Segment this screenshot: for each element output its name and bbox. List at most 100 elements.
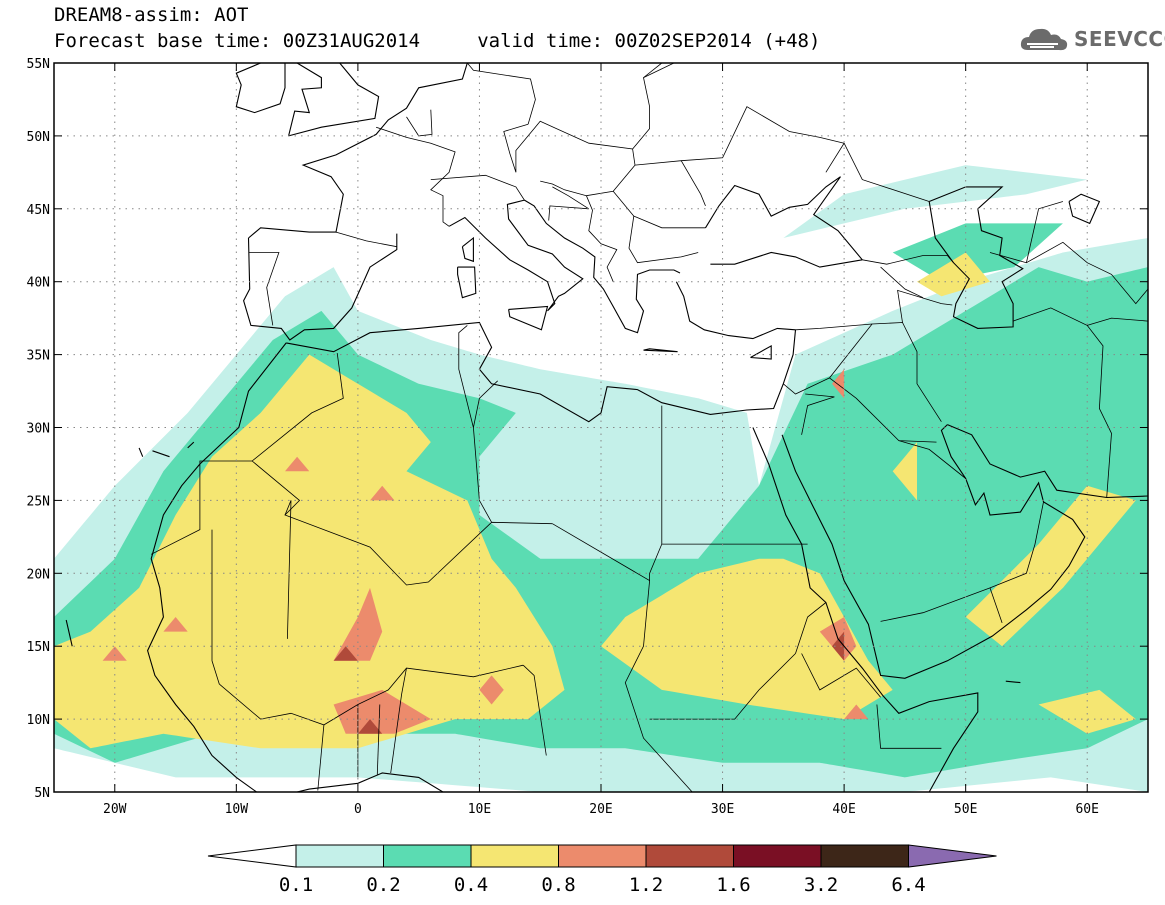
coastline-4 [947,424,1148,499]
border-39 [634,160,706,207]
coastline-12 [928,186,1024,329]
border-49 [406,109,433,137]
aot-region-0_8-8 [844,704,869,720]
aot-region-1_2-1 [357,719,383,734]
border-28 [1012,307,1112,498]
aot-region-1_2-2 [832,631,845,661]
coastline-24 [187,441,195,449]
border-13 [522,664,547,756]
border-5 [390,668,407,774]
colorbar-level-label: 6.4 [891,874,925,896]
border-24 [898,440,966,479]
border-34 [375,126,456,227]
coastline-14 [288,63,380,137]
lat-tick-label: 30N [27,422,50,437]
border-32 [335,231,397,248]
forecast-time-line: Forecast base time: 00Z31AUG2014 valid t… [54,30,821,52]
border-48 [466,63,536,125]
border-10 [251,353,344,462]
border-30 [1026,201,1064,263]
lat-tick-label: 45N [27,203,50,218]
cloud-logo-icon [1020,28,1068,51]
lat-lon-grid [54,63,1148,792]
coastline-7 [448,199,584,312]
coastline-22 [138,447,144,457]
border-27 [897,289,953,323]
colorbar-segment [733,844,822,868]
lon-tick-label: 30E [711,802,734,817]
border-37 [503,123,529,173]
coastline-2 [752,427,979,792]
colorbar-segment [820,844,909,868]
coastline-9 [675,281,796,340]
aot-region-0_8-3 [102,646,127,661]
aot-region-0_8-0 [333,587,383,661]
lat-tick-label: 35N [27,349,50,364]
border-38 [632,63,663,150]
border-11 [458,325,474,428]
border-20 [783,322,942,422]
axis-labels: 55N 50N 45N 40N 35N 30N 25N 20N 15N 10N 5N 20W 10W 0 1… [27,57,1148,817]
border-40 [612,191,699,264]
lon-tick-label: 10W [225,802,249,817]
coastline-18 [461,236,474,263]
border-6 [317,724,325,791]
colorbar-segment [470,844,559,868]
logo-text: SEEVCCC [1074,27,1165,51]
coastline-20 [643,348,678,353]
border-23 [801,393,835,435]
border-1 [251,460,553,586]
coastline-10 [710,251,863,268]
aot-region-0_4-1 [601,558,893,720]
coastlines-borders [65,63,1148,792]
lat-tick-label: 50N [27,130,50,145]
colorbar: 0.1 0.2 0.4 0.8 1.2 1.6 3.2 6.4 [207,844,997,896]
aot-region-0_8-6 [370,485,395,501]
coastline-19 [508,305,549,331]
border-26 [880,587,1003,624]
aot-region-0_8-2 [479,675,504,705]
coastline-1 [286,321,797,423]
colorbar-segment [558,844,647,868]
coastline-8 [524,199,681,334]
aot-region-0_4-2 [965,485,1136,647]
lat-tick-label: 10N [27,713,50,728]
border-0 [151,460,253,555]
border-25 [989,501,1044,589]
border-43 [548,186,590,221]
border-44 [681,106,845,173]
lat-tick-label: 5N [34,786,50,801]
colorbar-segment [383,844,472,868]
aot-region-0_8-4 [163,617,188,632]
lat-tick-label: 25N [27,494,50,509]
lon-tick-label: 50E [954,802,977,817]
lon-tick-label: 40E [832,802,855,817]
coastline-11 [705,176,863,261]
aot-region-0_1-1 [783,165,1088,238]
coastline-26 [1005,680,1021,684]
colorbar-low-arrow [207,844,297,868]
border-3 [284,500,292,639]
coastline-15 [288,63,322,137]
coastline-0 [147,342,445,792]
lon-tick-label: 60E [1075,802,1098,817]
coastline-5 [243,233,398,341]
border-31 [989,241,1148,305]
colorbar-level-label: 3.2 [804,874,838,896]
colorbar-segment [645,844,734,868]
lon-tick-label: 0 [354,802,362,817]
border-12 [552,405,663,582]
aot-region-0_4-0 [54,354,565,749]
aot-region-0_8-9 [832,369,845,399]
border-18 [801,653,881,698]
border-36 [515,120,636,197]
coastline-25 [65,619,73,647]
coastline-16 [235,63,286,114]
lat-tick-label: 20N [27,567,50,582]
lat-tick-label: 55N [27,57,50,72]
aot-region-1_2-0 [333,646,358,661]
border-46 [862,255,954,265]
border-35 [430,174,525,201]
border-22 [795,323,873,331]
lat-tick-label: 40N [27,276,50,291]
